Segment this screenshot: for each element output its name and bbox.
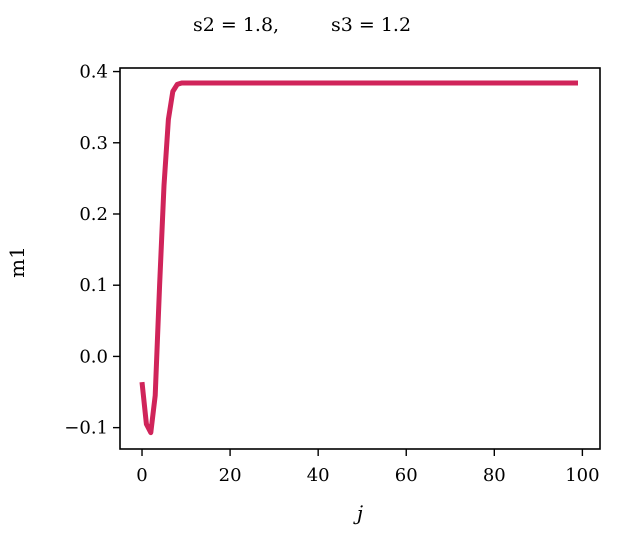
chart-title-part-1: s2 = 1.8, xyxy=(193,14,279,36)
y-tick-label: 0.0 xyxy=(79,346,108,367)
y-axis-ticks: −0.1 0.0 0.1 0.2 0.3 0.4 xyxy=(64,62,120,439)
y-tick-label: −0.1 xyxy=(64,418,108,439)
y-tick-label: 0.1 xyxy=(79,275,108,296)
y-tick-label: 0.3 xyxy=(79,133,108,154)
x-tick-label: 40 xyxy=(307,465,330,486)
x-tick-label: 20 xyxy=(219,465,242,486)
x-tick-label: 100 xyxy=(565,465,599,486)
y-tick-label: 0.4 xyxy=(79,62,108,83)
x-tick-label: 0 xyxy=(136,465,147,486)
plot-frame xyxy=(119,67,601,450)
x-axis-label: j xyxy=(353,501,363,525)
series-line xyxy=(139,80,578,436)
x-axis-ticks: 0 20 40 60 80 100 xyxy=(136,449,600,486)
y-axis-label: m1 xyxy=(5,246,29,278)
y-tick-label: 0.2 xyxy=(79,204,108,225)
series-group xyxy=(139,80,578,436)
x-tick-label: 80 xyxy=(483,465,506,486)
x-tick-label: 60 xyxy=(395,465,418,486)
chart-title-part-2: s3 = 1.2 xyxy=(331,14,411,36)
